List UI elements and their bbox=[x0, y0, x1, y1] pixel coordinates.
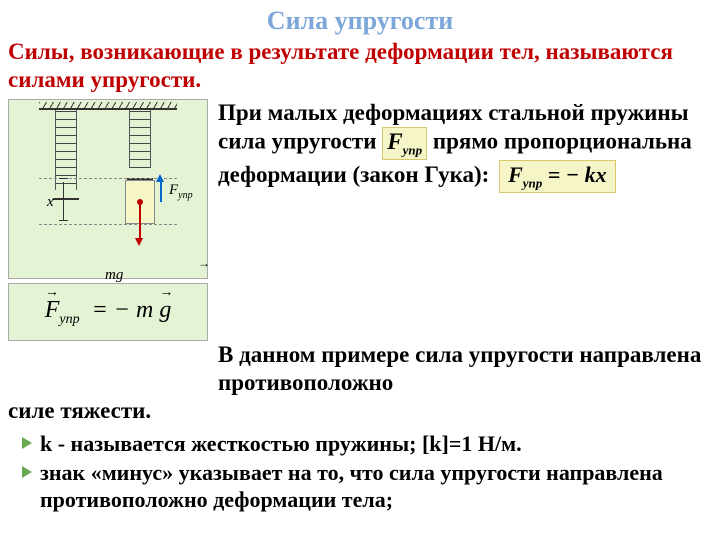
bullet-marker-icon bbox=[22, 437, 32, 449]
equation-fupr-mg: Fупр = − m g bbox=[8, 283, 208, 341]
bullet-text: k - называется жесткостью пружины; [k]=1… bbox=[40, 431, 522, 458]
para2-right: В данном примере сила упругости направле… bbox=[218, 341, 706, 397]
fupr-inline-symbol: Fупр bbox=[382, 127, 427, 159]
list-item: знак «минус» указывает на то, что сила у… bbox=[22, 460, 706, 514]
hooke-formula: Fупр = − kx bbox=[499, 160, 616, 193]
x-label: x bbox=[47, 194, 54, 211]
bullet-text: знак «минус» указывает на то, что сила у… bbox=[40, 460, 706, 514]
spring-diagram: x Fупр mg bbox=[8, 99, 208, 279]
paragraph-hooke: При малых деформациях стальной пружины с… bbox=[218, 99, 706, 341]
bullet-marker-icon bbox=[22, 466, 32, 478]
bullet-list: k - называется жесткостью пружины; [k]=1… bbox=[0, 425, 720, 513]
f-upr-label: Fупр bbox=[169, 182, 367, 201]
paragraph-direction: В данном примере сила упругости направле… bbox=[0, 341, 720, 425]
definition-text: Силы, возникающие в результате деформаци… bbox=[0, 36, 720, 99]
mg-label: mg bbox=[105, 267, 303, 284]
page-title: Сила упругости bbox=[0, 0, 720, 36]
list-item: k - называется жесткостью пружины; [k]=1… bbox=[22, 431, 706, 458]
para2-full: силе тяжести. bbox=[8, 397, 706, 425]
